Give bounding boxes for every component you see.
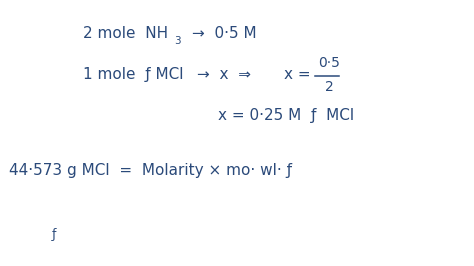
Text: ƒ: ƒ — [52, 228, 56, 240]
Text: x = 0·25 M  ƒ  MCl: x = 0·25 M ƒ MCl — [218, 108, 354, 123]
Text: →  0·5 M: → 0·5 M — [192, 26, 256, 41]
Text: 1 mole  ƒ MCl: 1 mole ƒ MCl — [83, 67, 183, 82]
Text: →  x  ⇒: → x ⇒ — [197, 67, 251, 82]
Text: x =: x = — [284, 67, 311, 82]
Text: 3: 3 — [174, 36, 181, 46]
Text: 44·573 g MCl  =  Molarity × mo· wl· ƒ: 44·573 g MCl = Molarity × mo· wl· ƒ — [9, 163, 292, 178]
Text: 2: 2 — [325, 80, 333, 94]
Text: 0·5: 0·5 — [319, 56, 340, 70]
Text: 2 mole  NH: 2 mole NH — [83, 26, 168, 41]
